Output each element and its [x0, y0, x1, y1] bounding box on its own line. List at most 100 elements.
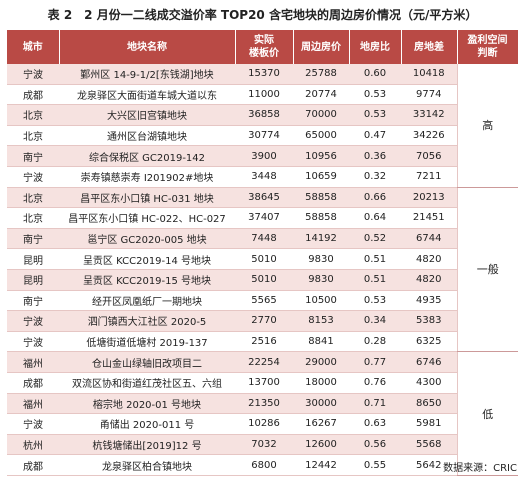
cell: 10956 [293, 145, 349, 167]
cell: 宁波 [7, 331, 59, 353]
profit-judgment: 一般 [456, 187, 518, 353]
table-row: 成都 龙泉驿区大面街道车城大道以东 11000 20774 0.53 9774 [7, 84, 518, 106]
cell: 5568 [401, 434, 457, 456]
cell: 0.77 [349, 351, 401, 373]
cell: 宁波 [7, 310, 59, 332]
cell: 7032 [235, 434, 293, 456]
cell: 0.64 [349, 207, 401, 229]
table-row: 南宁 经开区凤凰纸厂一期地块 5565 10500 0.53 4935 [7, 290, 518, 312]
plot-name: 通州区台湖镇地块 [59, 125, 235, 147]
cell: 杭州 [7, 434, 59, 456]
header-cell: 实际 楼板价 [235, 30, 294, 64]
table-row: 南宁 综合保税区 GC2019-142 3900 10956 0.36 7056 [7, 145, 518, 167]
plot-name: 杭钱塘储出[2019]12 号 [59, 434, 235, 456]
header-row: 城市 地块名称 实际 楼板价 周边房价 地房比 房地差 盈利空间 判断 [7, 30, 519, 64]
table-row: 昆明 呈贡区 KCC2019-15 号地块 5010 9830 0.51 4820 [7, 269, 518, 291]
table-row: 宁波 甬储出 2020-011 号 10286 16267 0.63 5981 [7, 413, 518, 435]
cell: 0.53 [349, 104, 401, 126]
cell: 21350 [235, 393, 293, 415]
source-note: 数据来源：CRIC [443, 463, 517, 474]
cell: 6744 [401, 228, 457, 250]
plot-name: 综合保税区 GC2019-142 [59, 145, 235, 167]
plot-name: 呈贡区 KCC2019-15 号地块 [59, 269, 235, 291]
cell: 21451 [401, 207, 457, 229]
plot-name: 仓山金山绿轴旧改项目二 [59, 351, 235, 373]
cell: 3900 [235, 145, 293, 167]
cell: 9774 [401, 84, 457, 106]
table-row: 南宁 邕宁区 GC2020-005 地块 7448 14192 0.52 6744 [7, 228, 518, 250]
cell: 成都 [7, 84, 59, 106]
cell: 14192 [293, 228, 349, 250]
cell: 2516 [235, 331, 293, 353]
cell: 0.34 [349, 310, 401, 332]
table-row: 福州 榕宗地 2020-01 号地块 21350 30000 0.71 8650 [7, 393, 518, 415]
table: 城市 地块名称 实际 楼板价 周边房价 地房比 房地差 盈利空间 判断 宁波 鄞州区 14-9… [7, 30, 519, 476]
cell: 昆明 [7, 269, 59, 291]
cell: 10286 [235, 413, 293, 435]
cell: 0.53 [349, 84, 401, 106]
cell: 5383 [401, 310, 457, 332]
cell: 7056 [401, 145, 457, 167]
cell: 34226 [401, 125, 457, 147]
cell: 0.28 [349, 331, 401, 353]
cell: 65000 [293, 125, 349, 147]
table-row: 宁波 崇寿镇慈崇寿 I201902#地块 3448 10659 0.32 7211 [7, 166, 518, 188]
cell: 5010 [235, 248, 293, 270]
cell: 22254 [235, 351, 293, 373]
cell: 6746 [401, 351, 457, 373]
cell: 16267 [293, 413, 349, 435]
plot-name: 低塘街道低塘村 2019-137 [59, 331, 235, 353]
table-row: 杭州 杭钱塘储出[2019]12 号 7032 12600 0.56 5568 [7, 434, 518, 456]
plot-name: 昌平区东小口镇 HC-022、HC-027 [59, 207, 235, 229]
cell: 38645 [235, 187, 293, 209]
cell: 4935 [401, 290, 457, 312]
cell: 5565 [235, 290, 293, 312]
cell: 0.51 [349, 248, 401, 270]
table-row: 北京 大兴区旧宫镇地块 36858 70000 0.53 33142 [7, 104, 518, 126]
plot-name: 经开区凤凰纸厂一期地块 [59, 290, 235, 312]
cell: 5642 [401, 454, 457, 476]
cell: 北京 [7, 187, 59, 209]
header-cell: 地房比 [349, 30, 402, 64]
table-row: 北京 通州区台湖镇地块 30774 65000 0.47 34226 [7, 125, 518, 147]
plot-name: 龙泉驿区柏合镇地块 [59, 454, 235, 476]
cell: 3448 [235, 166, 293, 188]
table-row: 北京 昌平区东小口镇 HC-031 地块 38645 58858 0.66 20213 一般 [7, 187, 518, 353]
table-title: 表 2 2 月份一二线成交溢价率 TOP20 含宅地块的周边房价情况（元/平方米… [47, 8, 478, 22]
cell: 0.32 [349, 166, 401, 188]
cell: 福州 [7, 393, 59, 415]
cell: 15370 [235, 64, 293, 85]
cell: 11000 [235, 84, 293, 106]
cell: 0.47 [349, 125, 401, 147]
table-row: 宁波 泗门镇西大江社区 2020-5 2770 8153 0.34 5383 [7, 310, 518, 332]
cell: 13700 [235, 372, 293, 394]
cell: 20774 [293, 84, 349, 106]
plot-name: 双流区协和街道红茂社区五、六组 [59, 372, 235, 394]
cell: 9830 [293, 269, 349, 291]
cell: 6325 [401, 331, 457, 353]
table-body: 宁波 鄞州区 14-9-1/2[东钱湖]地块 15370 25788 0.60 10418… [7, 64, 518, 476]
header-cell: 房地差 [401, 30, 458, 64]
cell: 0.51 [349, 269, 401, 291]
cell: 4820 [401, 248, 457, 270]
cell: 昆明 [7, 248, 59, 270]
cell: 宁波 [7, 166, 59, 188]
plot-name: 崇寿镇慈崇寿 I201902#地块 [59, 166, 235, 188]
cell: 5981 [401, 413, 457, 435]
cell: 36858 [235, 104, 293, 126]
cell: 0.63 [349, 413, 401, 435]
profit-judgment: 高 [456, 64, 518, 188]
table-row: 宁波 低塘街道低塘村 2019-137 2516 8841 0.28 6325 [7, 331, 518, 353]
cell: 9830 [293, 248, 349, 270]
cell: 7448 [235, 228, 293, 250]
cell: 12600 [293, 434, 349, 456]
table-row: 成都 龙泉驿区柏合镇地块 6800 12442 0.55 5642 [7, 454, 518, 476]
cell: 2770 [235, 310, 293, 332]
table-row: 福州 仓山金山绿轴旧改项目二 22254 29000 0.77 6746 低 [7, 351, 518, 476]
header-cell: 周边房价 [293, 30, 350, 64]
cell: 58858 [293, 207, 349, 229]
cell: 北京 [7, 207, 59, 229]
cell: 0.66 [349, 187, 401, 209]
cell: 58858 [293, 187, 349, 209]
